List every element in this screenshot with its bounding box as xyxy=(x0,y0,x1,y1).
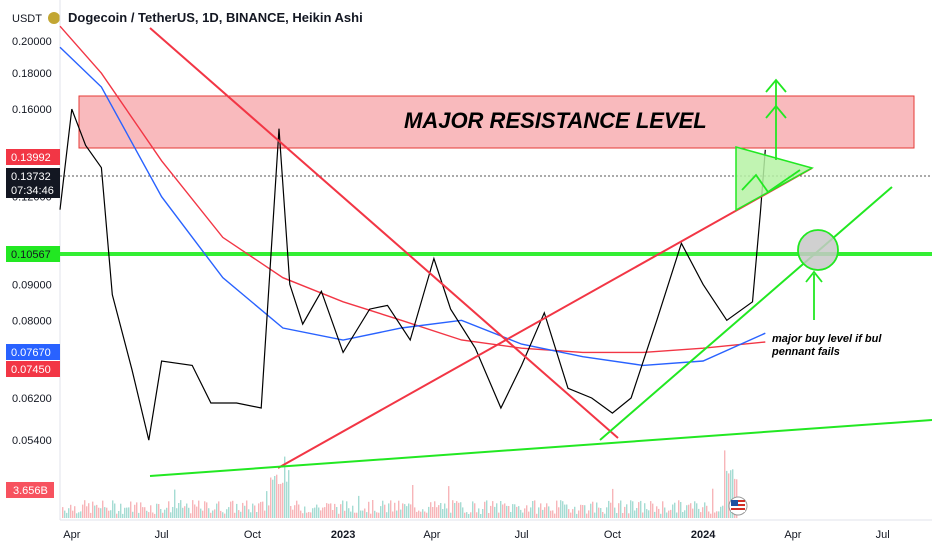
badge-volume-text: 3.656B xyxy=(13,485,48,497)
volume-bars xyxy=(62,450,738,518)
descending-trendline xyxy=(149,27,619,439)
currency-label: USDT xyxy=(12,13,42,25)
resistance-label: MAJOR RESISTANCE LEVEL xyxy=(404,108,707,133)
long-support-trendline xyxy=(149,419,932,477)
x-tick-label: Jul xyxy=(515,529,529,541)
x-tick-label: Jul xyxy=(155,529,169,541)
badge-current-price: 0.13732 07:34:46 xyxy=(6,168,60,198)
badge-support-text: 0.10567 xyxy=(11,249,51,261)
badge-current-price-text: 0.13732 xyxy=(11,171,51,183)
x-tick-label: Oct xyxy=(244,529,261,541)
badge-price-red-text: 0.13992 xyxy=(11,152,51,164)
price-axis: 0.200000.180000.160000.120000.090000.080… xyxy=(12,36,52,447)
y-tick-label: 0.05400 xyxy=(12,435,52,447)
x-tick-label: Apr xyxy=(63,529,80,541)
badge-ma-red: 0.07450 xyxy=(6,361,60,377)
badge-ma-blue: 0.07670 xyxy=(6,344,60,360)
y-tick-label: 0.09000 xyxy=(12,279,52,291)
x-tick-label: Apr xyxy=(784,529,801,541)
breakout-arrow-mid-icon xyxy=(765,104,787,119)
badge-ma-blue-text: 0.07670 xyxy=(11,347,51,359)
badge-support: 0.10567 xyxy=(6,246,60,262)
pennant-zigzag xyxy=(741,169,801,194)
badge-volume: 3.656B xyxy=(6,482,54,498)
y-tick-label: 0.06200 xyxy=(12,393,52,405)
buy-level-circle xyxy=(797,229,839,271)
ascending-red-trendline xyxy=(277,167,813,469)
x-tick-label: 2023 xyxy=(331,529,355,541)
chart-title: Dogecoin / TetherUS, 1D, BINANCE, Heikin… xyxy=(68,10,363,25)
bull-pennant xyxy=(735,146,814,212)
x-tick-label: 2024 xyxy=(691,529,716,541)
x-tick-label: Jul xyxy=(876,529,890,541)
flag-icon[interactable] xyxy=(728,496,748,516)
buy-level-arrow-icon xyxy=(805,270,823,283)
x-tick-label: Oct xyxy=(604,529,621,541)
resistance-zone xyxy=(78,95,915,149)
buy-note-line2: pennant fails xyxy=(771,346,840,358)
buy-note-line1: major buy level if bul xyxy=(772,333,882,345)
sma-blue-line xyxy=(59,46,766,367)
badge-price-red: 0.13992 xyxy=(6,149,60,165)
badge-countdown-text: 07:34:46 xyxy=(11,185,54,197)
time-axis: Apr Jul Oct 2023 Apr Jul Oct 2024 Apr Jul xyxy=(63,529,889,541)
x-tick-label: Apr xyxy=(423,529,440,541)
breakout-arrow-head-icon xyxy=(765,78,787,93)
y-tick-label: 0.08000 xyxy=(12,315,52,327)
y-tick-label: 0.16000 xyxy=(12,104,52,116)
sma-red-line xyxy=(59,25,766,354)
price-line xyxy=(59,108,766,441)
y-tick-label: 0.20000 xyxy=(12,36,52,48)
y-tick-label: 0.18000 xyxy=(12,68,52,80)
badge-ma-red-text: 0.07450 xyxy=(11,364,51,376)
dogecoin-icon xyxy=(48,12,60,24)
rising-support-trendline xyxy=(599,186,893,441)
